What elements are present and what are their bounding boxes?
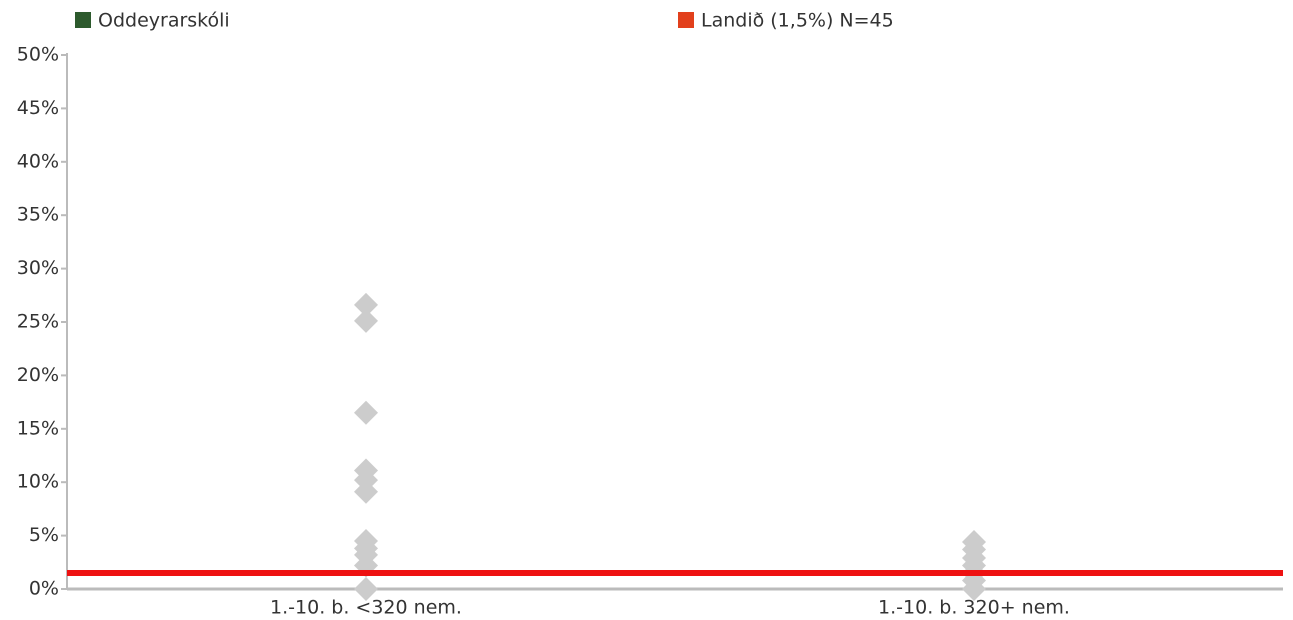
x-tick-label: 1.-10. b. 320+ nem. xyxy=(878,597,1070,619)
y-tick-label: 0% xyxy=(29,578,59,600)
y-tick-label: 45% xyxy=(17,97,59,119)
y-tick-label: 30% xyxy=(17,257,59,279)
y-tick-label: 35% xyxy=(17,204,59,226)
point xyxy=(962,577,986,601)
legend-label: Landið (1,5%) N=45 xyxy=(701,10,894,32)
point xyxy=(354,577,378,601)
legend-label: Oddeyrarskóli xyxy=(98,10,230,32)
y-tick-label: 15% xyxy=(17,417,59,439)
y-tick-label: 20% xyxy=(17,364,59,386)
point xyxy=(354,308,378,333)
legend-swatch xyxy=(75,12,91,28)
y-tick-label: 10% xyxy=(17,471,59,493)
y-tick-label: 25% xyxy=(17,311,59,333)
point xyxy=(354,479,378,504)
point xyxy=(354,292,378,317)
legend-swatch xyxy=(678,12,694,28)
point xyxy=(354,400,378,425)
y-tick-label: 40% xyxy=(17,150,59,172)
x-tick-label: 1.-10. b. <320 nem. xyxy=(270,597,462,619)
y-tick-label: 50% xyxy=(17,44,59,66)
y-tick-label: 5% xyxy=(29,524,59,546)
